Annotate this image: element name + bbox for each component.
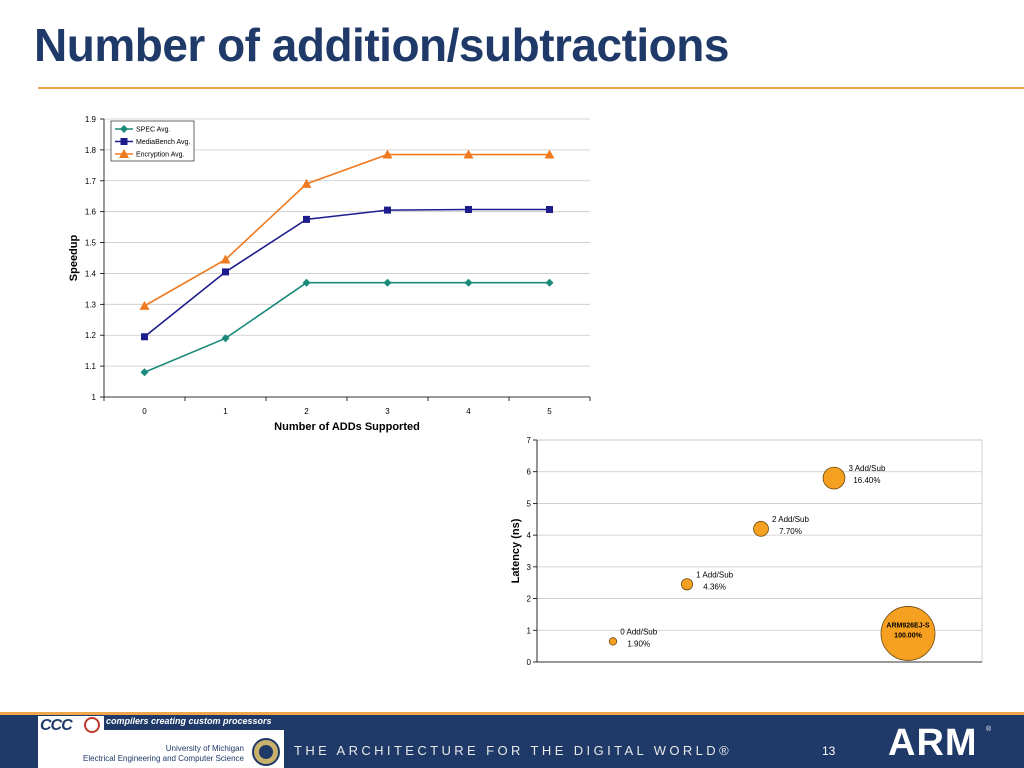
bubble-label: ARM926EJ-S bbox=[886, 622, 930, 629]
data-point-diamond bbox=[383, 278, 392, 287]
y-tick-label: 1.1 bbox=[85, 362, 97, 371]
bubble-value-label: 100.00% bbox=[894, 632, 922, 639]
bubble-label: 1 Add/Sub bbox=[696, 570, 733, 579]
y-tick-label: 1.5 bbox=[85, 239, 97, 248]
data-point-square bbox=[465, 206, 472, 214]
bubble-value-label: 16.40% bbox=[853, 476, 880, 485]
data-point-triangle bbox=[544, 149, 555, 159]
department-name: Electrical Engineering and Computer Scie… bbox=[83, 754, 244, 763]
x-tick-label: 1 bbox=[223, 407, 228, 416]
y-tick-label: 1.6 bbox=[85, 208, 97, 217]
bubble bbox=[822, 466, 846, 490]
y-tick-label: 5 bbox=[527, 499, 532, 508]
data-point-diamond bbox=[140, 368, 149, 377]
footer-accent-line bbox=[0, 712, 1024, 715]
footer-tagline: THE ARCHITECTURE FOR THE DIGITAL WORLD® bbox=[294, 743, 733, 758]
x-tick-label: 5 bbox=[547, 407, 552, 416]
bubble-value-label: 7.70% bbox=[779, 527, 802, 536]
y-tick-label: 1.4 bbox=[85, 269, 97, 278]
data-point-square bbox=[546, 206, 553, 214]
data-point-square bbox=[384, 206, 391, 214]
y-tick-label: 1 bbox=[92, 393, 97, 402]
y-tick-label: 1.9 bbox=[85, 115, 97, 124]
data-point-diamond bbox=[120, 125, 128, 133]
legend-label: Encryption Avg. bbox=[136, 152, 185, 159]
y-tick-label: 1.8 bbox=[85, 146, 97, 155]
slide-title: Number of addition/subtractions bbox=[34, 19, 729, 71]
data-point-triangle bbox=[301, 178, 312, 188]
ccc-logo: CCC bbox=[40, 717, 73, 734]
bubble bbox=[880, 606, 936, 661]
y-tick-label: 0 bbox=[527, 658, 532, 667]
bubble-label: 2 Add/Sub bbox=[772, 515, 809, 524]
latency-bubble-chart: 0 1 2 3 4 5 6 7 Latency (ns) 0 Add/Sub 1.90% 1 Add/… bbox=[510, 436, 983, 667]
bubble-value-label: 4.36% bbox=[703, 582, 726, 591]
arm-logo: ARM bbox=[888, 722, 978, 764]
ccc-tagline: compilers creating custom processors bbox=[106, 716, 272, 726]
x-tick-label: 0 bbox=[142, 407, 147, 416]
y-tick-label: 1 bbox=[527, 626, 532, 635]
y-tick-label: 2 bbox=[527, 595, 532, 604]
series-line bbox=[144, 281, 550, 374]
data-point-diamond bbox=[545, 278, 554, 287]
bubble bbox=[753, 520, 769, 537]
x-tick-label: 2 bbox=[304, 407, 309, 416]
data-point-diamond bbox=[464, 278, 473, 287]
y-tick-label: 1.2 bbox=[85, 331, 97, 340]
data-point-diamond bbox=[302, 278, 311, 287]
page-number: 13 bbox=[822, 744, 836, 758]
data-point-triangle bbox=[139, 300, 150, 310]
ccc-tagline-bar bbox=[104, 716, 284, 730]
y-tick-label: 1.7 bbox=[85, 177, 97, 186]
series-line bbox=[144, 153, 550, 307]
bubble-label: 3 Add/Sub bbox=[848, 464, 885, 473]
data-point-diamond bbox=[221, 334, 230, 343]
bubble bbox=[680, 578, 694, 591]
y-tick-label: 1.3 bbox=[85, 300, 97, 309]
y-tick-label: 7 bbox=[527, 436, 532, 445]
arm-registered-mark: ® bbox=[986, 726, 992, 733]
data-point-triangle bbox=[220, 254, 231, 264]
chart-legend: SPEC Avg. MediaBench Avg. Encryption Avg. bbox=[110, 120, 195, 162]
data-point-triangle bbox=[119, 149, 129, 158]
y-axis-title: Speedup bbox=[68, 234, 80, 281]
x-tick-label: 3 bbox=[385, 407, 390, 416]
speedup-line-chart: 1 1.1 1.2 1.3 1.4 1.5 1.6 1.7 1.8 1.9 0 1 2 3 4 5 Number… bbox=[68, 115, 591, 433]
charts-canvas: 1 1.1 1.2 1.3 1.4 1.5 1.6 1.7 1.8 1.9 0 1 2 3 4 5 Number… bbox=[68, 115, 983, 667]
bubble-value-label: 1.90% bbox=[627, 639, 650, 648]
data-point-square bbox=[141, 333, 148, 341]
data-point-triangle bbox=[382, 149, 393, 159]
x-axis-title: Number of ADDs Supported bbox=[274, 421, 420, 433]
university-seal-center bbox=[259, 745, 273, 759]
y-tick-label: 3 bbox=[527, 563, 532, 572]
y-tick-label: 6 bbox=[527, 468, 532, 477]
legend-label: MediaBench Avg. bbox=[136, 139, 190, 146]
bubble bbox=[608, 637, 618, 646]
legend-label: SPEC Avg. bbox=[136, 127, 171, 134]
y-tick-label: 4 bbox=[527, 531, 532, 540]
ccc-sickle-icon bbox=[84, 717, 100, 733]
data-point-square bbox=[222, 268, 229, 276]
series-line bbox=[143, 208, 550, 338]
title-divider bbox=[38, 87, 1024, 89]
y-axis-title: Latency (ns) bbox=[510, 518, 522, 583]
university-name: University of Michigan bbox=[165, 744, 244, 753]
bubble-label: 0 Add/Sub bbox=[620, 627, 657, 636]
data-point-square bbox=[120, 138, 128, 145]
x-tick-label: 4 bbox=[466, 407, 471, 416]
data-point-triangle bbox=[463, 149, 474, 159]
data-point-square bbox=[303, 215, 310, 223]
